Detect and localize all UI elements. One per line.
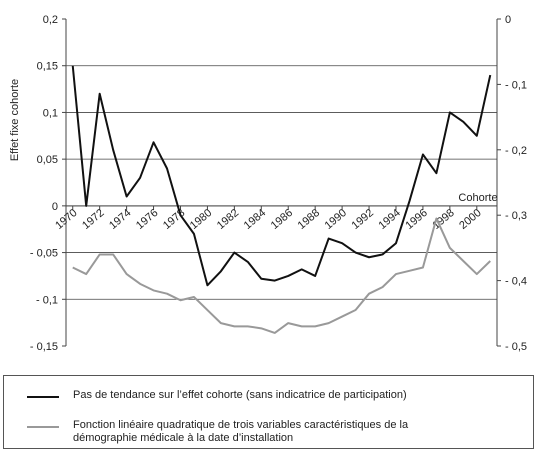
x-tick-label: 1990 [323, 207, 349, 232]
x-tick-label: 1986 [269, 207, 295, 232]
y-tick-label: - 0,15 [30, 341, 58, 353]
y2-tick-label: - 0,3 [505, 210, 527, 222]
y-tick-label: 0,2 [43, 14, 58, 26]
legend-label: Fonction linéaire quadratique de trois v… [73, 419, 409, 444]
y-tick-label: - 0,05 [30, 248, 58, 260]
x-tick-label: 1988 [296, 207, 322, 232]
x-tick-label: 1984 [242, 207, 268, 232]
y-tick-label: - 0,1 [36, 294, 58, 306]
chart: Effet fixe cohorte Cohorte - 0,15 - 0,1 - … [9, 14, 527, 353]
y2-tick-label: - 0,5 [505, 341, 527, 353]
y2-tick-label: - 0,1 [505, 79, 527, 91]
x-tick-label: 2000 [457, 207, 483, 232]
y-tick-label: 0,05 [37, 154, 58, 166]
y2-tick-label: 0 [505, 14, 511, 26]
legend-item: Pas de tendance sur l’effet cohorte (san… [27, 389, 473, 402]
x-tick-label: 1974 [107, 207, 133, 232]
y2-tick-label: - 0,4 [505, 276, 527, 288]
x-tick-label: 1980 [188, 207, 214, 232]
y-tick-label: 0 [52, 201, 58, 213]
legend-swatch [27, 396, 59, 398]
x-tick-label: 1972 [80, 207, 106, 232]
legend-item: Fonction linéaire quadratique de trois v… [27, 419, 473, 445]
x-tick-label: 1982 [215, 207, 241, 232]
y-axis-label: Effet fixe cohorte [9, 79, 21, 161]
legend-swatch [27, 426, 59, 428]
y2-tick-label: - 0,2 [505, 145, 527, 157]
x-tick-label: 1992 [350, 207, 376, 232]
legend: Pas de tendance sur l’effet cohorte (san… [3, 375, 534, 449]
x-tick-label: 1994 [376, 207, 402, 232]
legend-label: Pas de tendance sur l’effet cohorte (san… [73, 389, 407, 401]
x-axis-label: Cohorte [458, 192, 497, 204]
y-tick-label: 0,15 [37, 61, 58, 73]
y-tick-label: 0,1 [43, 107, 58, 119]
x-tick-label: 1976 [134, 207, 160, 232]
series-line [71, 65, 492, 287]
series-line [72, 217, 491, 334]
